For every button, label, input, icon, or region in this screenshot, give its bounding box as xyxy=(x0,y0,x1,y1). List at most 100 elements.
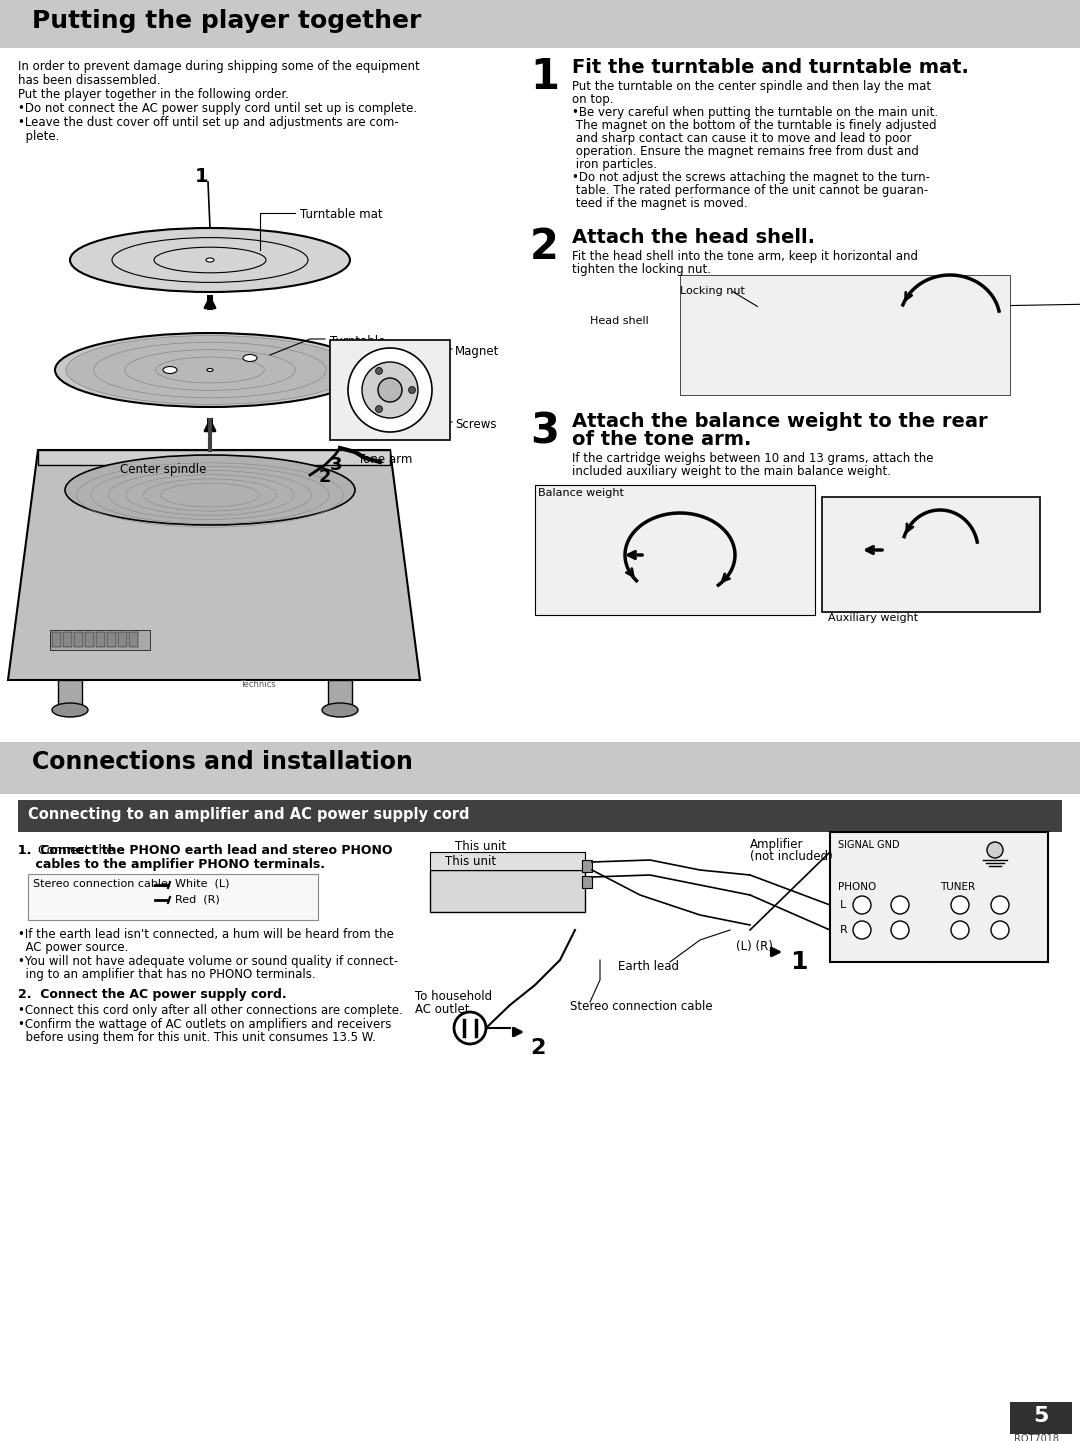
Text: before using them for this unit. This unit consumes 13.5 W.: before using them for this unit. This un… xyxy=(18,1030,376,1043)
Text: White  (L): White (L) xyxy=(175,879,229,889)
Bar xyxy=(18,800,1062,831)
Text: Fit the turntable and turntable mat.: Fit the turntable and turntable mat. xyxy=(572,58,969,76)
Bar xyxy=(58,680,82,708)
Ellipse shape xyxy=(207,369,213,372)
Bar xyxy=(430,852,585,870)
Bar xyxy=(107,633,116,647)
Bar xyxy=(118,633,127,647)
Bar xyxy=(96,633,105,647)
Circle shape xyxy=(951,921,969,940)
Bar xyxy=(75,633,83,647)
Text: SIGNAL GND: SIGNAL GND xyxy=(838,840,900,850)
Text: table. The rated performance of the unit cannot be guaran-: table. The rated performance of the unit… xyxy=(572,184,928,197)
Ellipse shape xyxy=(243,354,257,362)
Text: 1: 1 xyxy=(530,56,559,98)
Text: 2: 2 xyxy=(530,1038,545,1058)
Text: Stereo connection cable: Stereo connection cable xyxy=(33,879,167,889)
Text: Turntable mat: Turntable mat xyxy=(300,208,382,220)
Text: 1.  Connect the: 1. Connect the xyxy=(18,844,118,857)
Bar xyxy=(582,860,592,872)
Text: Balance weight: Balance weight xyxy=(538,488,624,499)
Bar xyxy=(52,633,60,647)
Text: If the cartridge weighs between 10 and 13 grams, attach the: If the cartridge weighs between 10 and 1… xyxy=(572,452,933,465)
Bar xyxy=(831,831,1048,963)
Circle shape xyxy=(853,896,870,914)
Text: Connecting to an amplifier and AC power supply cord: Connecting to an amplifier and AC power … xyxy=(28,807,470,821)
Text: iron particles.: iron particles. xyxy=(572,159,657,171)
Text: Connections and installation: Connections and installation xyxy=(32,749,413,774)
Circle shape xyxy=(891,896,909,914)
Bar xyxy=(207,418,213,431)
Text: This unit: This unit xyxy=(445,855,496,867)
Ellipse shape xyxy=(65,455,355,525)
Text: Red  (R): Red (R) xyxy=(175,895,219,905)
Text: Magnet: Magnet xyxy=(455,344,499,357)
Circle shape xyxy=(853,921,870,940)
Text: Fit the head shell into the tone arm, keep it horizontal and: Fit the head shell into the tone arm, ke… xyxy=(572,249,918,264)
Text: Attach the balance weight to the rear: Attach the balance weight to the rear xyxy=(572,412,987,431)
Text: 2: 2 xyxy=(530,226,558,268)
Bar xyxy=(1010,1402,1072,1434)
Bar xyxy=(50,630,150,650)
Ellipse shape xyxy=(55,333,365,406)
Text: (L) (R): (L) (R) xyxy=(735,940,773,953)
Text: •Do not connect the AC power supply cord until set up is complete.: •Do not connect the AC power supply cord… xyxy=(18,102,417,115)
Text: Technics: Technics xyxy=(240,680,275,689)
Text: Put the turntable on the center spindle and then lay the mat: Put the turntable on the center spindle … xyxy=(572,81,931,94)
Text: Head shell: Head shell xyxy=(590,316,649,326)
Text: Locking nut: Locking nut xyxy=(680,285,745,295)
Text: teed if the magnet is moved.: teed if the magnet is moved. xyxy=(572,197,747,210)
Text: Screws: Screws xyxy=(455,418,497,431)
Circle shape xyxy=(991,921,1009,940)
Text: PHONO: PHONO xyxy=(838,882,876,892)
Text: •Connect this cord only after all other connections are complete.: •Connect this cord only after all other … xyxy=(18,1004,403,1017)
Text: •Leave the dust cover off until set up and adjustments are com-: •Leave the dust cover off until set up a… xyxy=(18,115,399,130)
Text: 3: 3 xyxy=(330,455,342,474)
Text: The magnet on the bottom of the turntable is finely adjusted: The magnet on the bottom of the turntabl… xyxy=(572,120,936,133)
Bar xyxy=(28,875,318,919)
Text: •If the earth lead isn't connected, a hum will be heard from the: •If the earth lead isn't connected, a hu… xyxy=(18,928,394,941)
Circle shape xyxy=(362,362,418,418)
Text: L: L xyxy=(840,901,847,911)
Circle shape xyxy=(891,921,909,940)
Text: 5: 5 xyxy=(1034,1406,1049,1427)
Ellipse shape xyxy=(163,366,177,373)
Text: Earth lead: Earth lead xyxy=(618,960,679,973)
Text: 1.  Connect the PHONO earth lead and stereo PHONO: 1. Connect the PHONO earth lead and ster… xyxy=(18,844,392,857)
Text: TUNER: TUNER xyxy=(940,882,975,892)
Text: has been disassembled.: has been disassembled. xyxy=(18,73,161,86)
Bar xyxy=(430,870,585,912)
Text: (not included): (not included) xyxy=(750,850,833,863)
Text: •Be very careful when putting the turntable on the main unit.: •Be very careful when putting the turnta… xyxy=(572,107,939,120)
Text: 3: 3 xyxy=(530,411,559,452)
Ellipse shape xyxy=(52,703,87,718)
Circle shape xyxy=(987,842,1003,857)
Bar xyxy=(85,633,94,647)
Bar xyxy=(129,633,138,647)
Bar xyxy=(535,486,815,615)
Text: RQT7018: RQT7018 xyxy=(1014,1434,1059,1441)
Bar xyxy=(207,295,213,310)
Text: In order to prevent damage during shipping some of the equipment: In order to prevent damage during shippi… xyxy=(18,61,420,73)
Text: Center spindle: Center spindle xyxy=(120,463,206,476)
Bar xyxy=(0,742,1080,794)
Circle shape xyxy=(348,347,432,432)
Text: To household: To household xyxy=(415,990,492,1003)
Circle shape xyxy=(376,367,382,375)
Circle shape xyxy=(454,1012,486,1043)
Text: operation. Ensure the magnet remains free from dust and: operation. Ensure the magnet remains fre… xyxy=(572,146,919,159)
Bar xyxy=(330,340,450,440)
Text: cables to the amplifier PHONO terminals.: cables to the amplifier PHONO terminals. xyxy=(18,857,325,870)
Circle shape xyxy=(951,896,969,914)
Text: and sharp contact can cause it to move and lead to poor: and sharp contact can cause it to move a… xyxy=(572,133,912,146)
Ellipse shape xyxy=(206,258,214,262)
Text: AC outlet: AC outlet xyxy=(415,1003,470,1016)
Bar xyxy=(63,633,72,647)
Text: on top.: on top. xyxy=(572,94,613,107)
Text: Putting the player together: Putting the player together xyxy=(32,9,421,33)
Text: included auxiliary weight to the main balance weight.: included auxiliary weight to the main ba… xyxy=(572,465,891,478)
Circle shape xyxy=(408,386,416,393)
Text: Auxiliary weight: Auxiliary weight xyxy=(828,612,918,623)
Text: tighten the locking nut.: tighten the locking nut. xyxy=(572,264,711,277)
Text: Amplifier: Amplifier xyxy=(750,839,804,852)
